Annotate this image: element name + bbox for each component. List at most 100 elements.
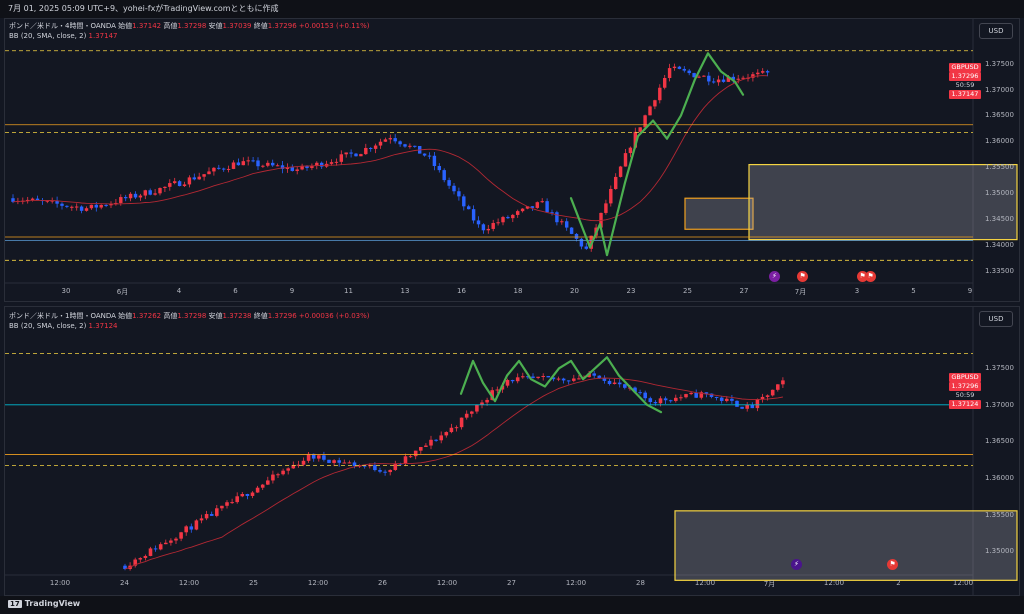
candle-body [432,155,437,167]
symbol-tag: GBPUSD [949,63,981,72]
us-flag-event-icon[interactable]: ⚑ [865,271,876,282]
chart-pane-4h[interactable]: ポンド／米ドル・4時間・OANDA 始値1.37142 高値1.37298 安値… [4,18,1020,302]
candle-body [476,220,481,225]
time-tick-label: 5 [911,287,916,295]
candle-body [84,208,89,211]
candle-body [511,214,515,219]
candle-body [174,538,178,541]
candle-body [65,205,69,207]
candle-body [187,177,192,185]
candle-body [597,375,602,379]
candle-body [736,78,740,80]
candle-body [295,169,299,171]
time-tick-label: 6月 [116,288,129,296]
candle-body [475,404,479,412]
candle-body [515,211,520,215]
candle-body [194,520,199,530]
candle-body [329,162,334,164]
candle-body [153,193,157,195]
candle-body [530,206,535,208]
candle-body [776,384,780,390]
price-tick-label: 1.36000 [985,137,1014,146]
time-tick-label: 20 [570,287,579,295]
open-label: 始値 [118,312,133,320]
candle-body [408,145,412,147]
candle-body [726,76,731,82]
time-tick-label: 3 [854,287,860,295]
candle-body [662,78,667,88]
candlestick-chart-1h[interactable] [5,307,1020,596]
candle-body [725,398,729,401]
candle-body [623,153,628,167]
candle-body [172,181,177,184]
candle-body [212,167,216,172]
candle-body [158,544,163,550]
candle-body [781,380,785,385]
price-tick-label: 1.35000 [985,547,1014,556]
candle-body [317,455,321,459]
candle-body [486,228,491,231]
candle-body [674,397,678,401]
close-label: 終値 [253,22,268,30]
lightning-event-icon[interactable]: ⚡ [769,271,780,282]
candle-body [413,145,417,147]
bollinger-basis-line [12,75,768,222]
us-flag-event-icon[interactable]: ⚑ [797,271,808,282]
candle-body [679,397,683,399]
lightning-event-icon[interactable]: ⚡ [791,559,802,570]
candle-body [485,399,489,403]
symbol-tag: GBPUSD [949,373,981,382]
candle-body [342,462,347,464]
candle-body [148,548,153,556]
time-tick-label: 28 [636,579,645,587]
candle-body [584,246,589,249]
candle-body [536,376,540,378]
candle-body [251,160,255,162]
time-tick-label: 7月 [794,288,807,296]
candle-body [148,190,152,195]
candle-body [280,165,285,169]
candle-body [663,398,668,401]
candle-body [682,68,687,71]
candle-body [638,127,642,132]
candle-body [735,400,739,407]
time-tick-label: 6 [233,287,238,295]
us-flag-event-icon[interactable]: ⚑ [857,271,868,282]
price-tick-label: 1.37000 [985,400,1014,409]
tradingview-logo[interactable]: 17 TradingView [8,599,80,608]
bb-legend[interactable]: BB (20, SMA, close, 2) 1.37147 [9,32,118,40]
currency-button[interactable]: USD [979,311,1013,327]
candle-body [199,518,204,521]
candle-body [704,392,709,394]
candle-body [714,396,719,398]
candle-body [230,502,234,504]
candle-body [388,469,392,473]
candle-body [535,202,540,208]
candle-body [55,200,59,204]
supply-demand-zone [748,163,1018,241]
candle-body [422,153,427,156]
bb-legend[interactable]: BB (20, SMA, close, 2) 1.37124 [9,322,118,330]
chart-pane-1h[interactable]: ポンド／米ドル・1時間・OANDA 始値1.37262 高値1.37298 安値… [4,306,1020,596]
candle-body [368,147,373,149]
footer-bar: 17 TradingView [0,596,1024,614]
candle-body [689,392,693,395]
candle-body [765,71,770,73]
time-tick-label: 7月 [763,580,776,588]
currency-button[interactable]: USD [979,23,1013,39]
open-label: 始値 [118,22,133,30]
candle-body [648,106,652,116]
candle-body [255,487,260,493]
low-value: 1.37238 [222,312,252,320]
candle-body [301,460,306,465]
candle-body [290,167,295,171]
bb-label: BB (20, SMA, close, 2) [9,322,87,330]
high-value: 1.37298 [177,312,207,320]
candle-body [344,152,348,155]
us-flag-event-icon[interactable]: ⚑ [887,559,898,570]
candle-body [770,389,775,396]
price-tick-label: 1.37500 [985,59,1014,68]
candlestick-chart-4h[interactable] [5,19,1020,302]
candle-body [687,70,691,74]
candle-body [305,165,309,168]
